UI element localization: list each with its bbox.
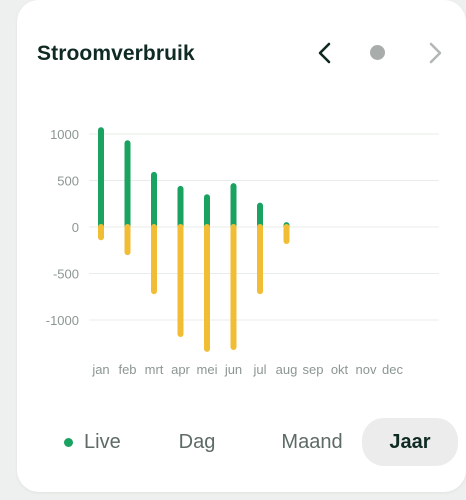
next-button[interactable] [420, 38, 450, 68]
x-tick-label: aug [276, 362, 298, 377]
y-tick-label: 0 [72, 220, 79, 235]
x-tick-label: mei [197, 362, 218, 377]
tab-dag[interactable]: Dag [157, 418, 237, 466]
current-period-dot-icon [370, 45, 385, 60]
live-dot-icon [64, 437, 73, 447]
x-tick-label: dec [382, 362, 403, 377]
x-tick-label: okt [331, 362, 349, 377]
y-tick-label: 500 [57, 174, 79, 189]
tab-jaar[interactable]: Jaar [362, 418, 458, 466]
tab-live[interactable]: Live [44, 418, 144, 466]
x-tick-label: feb [118, 362, 136, 377]
x-tick-label: sep [303, 362, 324, 377]
y-tick-label: -1000 [46, 313, 79, 328]
tab-jaar-label: Jaar [389, 430, 431, 453]
x-tick-label: mrt [145, 362, 164, 377]
previous-button[interactable] [310, 38, 340, 68]
x-tick-label: apr [171, 362, 190, 377]
period-tabs: Live Dag Maand Jaar [17, 418, 466, 466]
x-tick-label: jun [224, 362, 242, 377]
chevron-right-icon [429, 42, 442, 64]
usage-bar-chart: 1000 500 0 -500 -1000 jan feb mrt apr mei jun jul au… [46, 127, 439, 377]
y-tick-label: -500 [53, 267, 79, 282]
y-tick-label: 1000 [50, 127, 79, 142]
x-tick-label: nov [356, 362, 377, 377]
stroomverbruik-card: Stroomverbruik 1000 500 0 -500 -1000 jan feb mr… [17, 0, 466, 492]
tab-maand[interactable]: Maand [257, 418, 367, 466]
chevron-left-icon [318, 42, 331, 64]
tab-maand-label: Maand [281, 430, 343, 453]
x-tick-label: jan [91, 362, 109, 377]
tab-dag-label: Dag [178, 430, 216, 453]
x-tick-label: jul [252, 362, 266, 377]
card-title: Stroomverbruik [37, 42, 195, 65]
tab-live-label: Live [84, 430, 121, 453]
